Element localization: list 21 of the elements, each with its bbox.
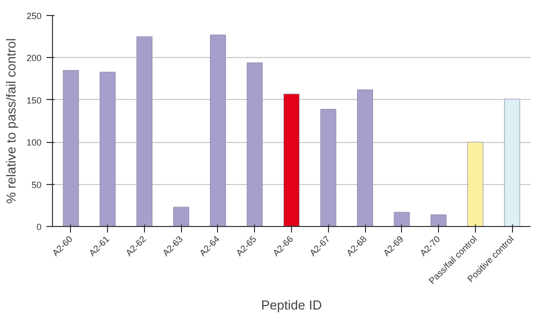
bar: [320, 108, 336, 226]
bar: [246, 62, 263, 226]
y-tick-label: 150: [26, 95, 42, 106]
y-tick-label: 50: [31, 180, 42, 190]
y-tick-label: 200: [26, 53, 42, 64]
bar: [430, 214, 447, 226]
bar: [136, 36, 152, 226]
y-tick-label: 0: [36, 222, 42, 232]
bar: [284, 94, 300, 226]
bar: [467, 142, 484, 226]
y-tick-label: 100: [26, 138, 42, 148]
bar: [357, 90, 374, 226]
bar: [100, 72, 116, 226]
bar: [62, 70, 79, 226]
bar: [173, 206, 190, 226]
y-axis-title: % relative to pass/fail control: [3, 38, 18, 204]
y-tick-label: 250: [26, 11, 42, 21]
x-axis-title: Peptide ID: [261, 297, 322, 312]
bar: [394, 212, 410, 226]
bar: [210, 34, 226, 226]
bar: [504, 98, 520, 226]
